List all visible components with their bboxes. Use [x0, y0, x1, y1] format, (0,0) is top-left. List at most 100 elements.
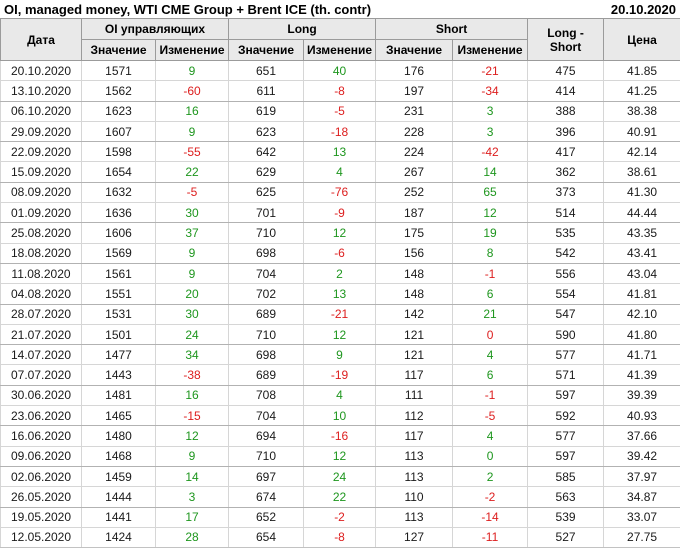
long-change-cell: -6	[303, 242, 377, 264]
long-value-cell: 654	[228, 526, 305, 548]
long-change-cell: -19	[303, 364, 377, 386]
table-row: 12.05.2020 1424 28 654 -8 127 -11 527 27.75	[0, 526, 680, 548]
report-date: 20.10.2020	[610, 2, 676, 17]
long-change-cell: 12	[303, 323, 377, 346]
price-cell: 44.44	[603, 202, 680, 224]
short-value-cell: 111	[375, 384, 454, 407]
oi-value-cell: 1477	[81, 344, 156, 366]
short-change-cell: -2	[452, 486, 529, 508]
date-cell: 20.10.2020	[0, 59, 82, 82]
short-change-cell: 4	[452, 344, 529, 366]
long-value-cell: 710	[228, 445, 305, 467]
short-change-cell: 19	[452, 222, 529, 244]
table-row: 25.08.2020 1606 37 710 12 175 19 535 43.35	[0, 222, 680, 244]
short-change-cell: 8	[452, 242, 529, 264]
oi-value-cell: 1636	[81, 202, 156, 224]
short-value-cell: 112	[375, 405, 454, 427]
table-row: 18.08.2020 1569 9 698 -6 156 8 542 43.41	[0, 242, 680, 264]
table-row: 11.08.2020 1561 9 704 2 148 -1 556 43.04	[0, 262, 680, 285]
date-cell: 01.09.2020	[0, 202, 82, 224]
oi-change-cell: 24	[154, 323, 230, 346]
oi-value-cell: 1654	[81, 161, 156, 183]
long-change-cell: 22	[303, 486, 377, 508]
short-value-cell: 127	[375, 526, 454, 548]
date-cell: 06.10.2020	[0, 100, 82, 122]
short-change-cell: 6	[452, 283, 529, 305]
date-cell: 04.08.2020	[0, 283, 82, 305]
short-value-cell: 175	[375, 222, 454, 244]
short-change-cell: -11	[452, 526, 529, 548]
table-row: 13.10.2020 1562 -60 611 -8 197 -34 414 41.25	[0, 80, 680, 102]
oi-value-cell: 1531	[81, 303, 156, 325]
price-cell: 41.25	[603, 80, 680, 102]
long-value-cell: 694	[228, 425, 305, 447]
oi-value-cell: 1501	[81, 323, 156, 346]
short-value-cell: 113	[375, 506, 454, 528]
long-change-cell: -2	[303, 506, 377, 528]
table-row: 23.06.2020 1465 -15 704 10 112 -5 592 40.93	[0, 405, 680, 427]
long-change-cell: 24	[303, 465, 377, 488]
long-change-cell: 12	[303, 445, 377, 467]
date-cell: 26.05.2020	[0, 486, 82, 508]
long-value-cell: 611	[228, 80, 305, 102]
oi-value-cell: 1551	[81, 283, 156, 305]
report-title: OI, managed money, WTI CME Group + Brent…	[4, 2, 372, 17]
oi-change-cell: -38	[154, 364, 230, 386]
oi-change-cell: 9	[154, 262, 230, 285]
short-change-cell: 2	[452, 465, 529, 488]
long-short-cell: 417	[527, 141, 605, 163]
oi-change-cell: -15	[154, 405, 230, 427]
price-cell: 34.87	[603, 486, 680, 508]
long-change-cell: -18	[303, 120, 377, 143]
date-cell: 13.10.2020	[0, 80, 82, 102]
oi-change-cell: -55	[154, 141, 230, 163]
short-value-cell: 142	[375, 303, 454, 325]
table-row: 02.06.2020 1459 14 697 24 113 2 585 37.97	[0, 465, 680, 488]
short-value-cell: 121	[375, 344, 454, 366]
oi-value-cell: 1465	[81, 405, 156, 427]
long-value-cell: 698	[228, 242, 305, 264]
long-change-cell: -5	[303, 100, 377, 122]
long-short-cell: 396	[527, 120, 605, 143]
short-change-cell: 6	[452, 364, 529, 386]
short-change-cell: 14	[452, 161, 529, 183]
long-short-cell: 362	[527, 161, 605, 183]
date-cell: 15.09.2020	[0, 161, 82, 183]
long-change-cell: 40	[303, 59, 377, 82]
oi-change-cell: 30	[154, 303, 230, 325]
short-value-cell: 148	[375, 283, 454, 305]
table-row: 07.07.2020 1443 -38 689 -19 117 6 571 41.39	[0, 364, 680, 386]
long-short-cell: 592	[527, 405, 605, 427]
oi-change-cell: 37	[154, 222, 230, 244]
short-change-cell: -1	[452, 384, 529, 407]
short-value-cell: 113	[375, 445, 454, 467]
price-cell: 43.41	[603, 242, 680, 264]
short-value-cell: 197	[375, 80, 454, 102]
long-value-cell: 704	[228, 262, 305, 285]
oi-value-cell: 1441	[81, 506, 156, 528]
price-cell: 27.75	[603, 526, 680, 548]
long-value-cell: 674	[228, 486, 305, 508]
short-change-cell: -1	[452, 262, 529, 285]
long-value-cell: 652	[228, 506, 305, 528]
table-row: 14.07.2020 1477 34 698 9 121 4 577 41.71	[0, 344, 680, 366]
short-value-cell: 187	[375, 202, 454, 224]
price-cell: 43.04	[603, 262, 680, 285]
long-value-cell: 710	[228, 323, 305, 346]
long-value-cell: 619	[228, 100, 305, 122]
table-row: 19.05.2020 1441 17 652 -2 113 -14 539 33.07	[0, 506, 680, 528]
date-cell: 22.09.2020	[0, 141, 82, 163]
subheader-long-value: Значение	[228, 39, 305, 61]
date-cell: 07.07.2020	[0, 364, 82, 386]
table-row: 30.06.2020 1481 16 708 4 111 -1 597 39.39	[0, 384, 680, 407]
oi-value-cell: 1561	[81, 262, 156, 285]
long-change-cell: -8	[303, 80, 377, 102]
oi-data-table: Дата OI управляющих Long Short Long - Sh…	[0, 18, 680, 548]
price-cell: 33.07	[603, 506, 680, 528]
date-cell: 16.06.2020	[0, 425, 82, 447]
short-change-cell: 0	[452, 323, 529, 346]
table-row: 29.09.2020 1607 9 623 -18 228 3 396 40.91	[0, 120, 680, 143]
price-cell: 37.97	[603, 465, 680, 488]
oi-change-cell: 16	[154, 384, 230, 407]
